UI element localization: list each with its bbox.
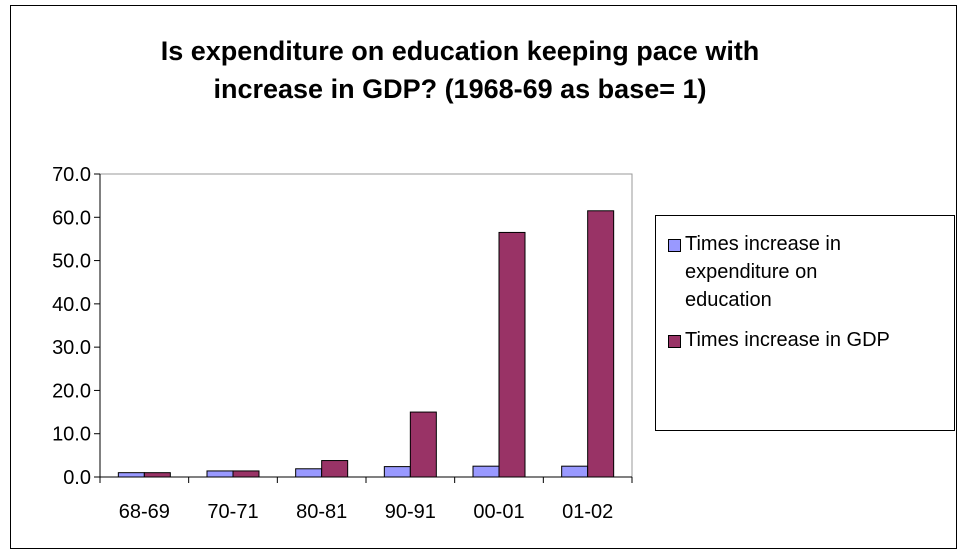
bar-expenditure bbox=[561, 465, 589, 478]
bar-expenditure bbox=[472, 465, 500, 478]
bar-gdp bbox=[498, 231, 526, 478]
y-tick-label: 40.0 bbox=[52, 294, 91, 316]
y-tick-label: 20.0 bbox=[52, 380, 91, 402]
x-tick-label: 80-81 bbox=[296, 501, 347, 523]
legend-item-gdp: Times increase in GDP bbox=[668, 326, 890, 354]
bar-expenditure bbox=[295, 468, 323, 478]
bar-gdp bbox=[232, 470, 260, 478]
y-tick-label: 60.0 bbox=[52, 207, 91, 229]
legend-label-expenditure-line-2: expenditure on bbox=[685, 261, 818, 283]
legend-label-gdp: Times increase in GDP bbox=[685, 329, 890, 351]
legend: Times increase in expenditure on educati… bbox=[655, 215, 955, 431]
chart-title: Is expenditure on education keeping pace… bbox=[0, 32, 920, 108]
x-tick-label: 70-71 bbox=[207, 501, 258, 523]
bar-expenditure bbox=[117, 472, 145, 478]
chart-title-line-2: increase in GDP? (1968-69 as base= 1) bbox=[213, 74, 707, 104]
legend-label-expenditure: Times increase in expenditure on educati… bbox=[685, 230, 841, 314]
bar-gdp bbox=[587, 210, 615, 478]
bar-expenditure bbox=[206, 470, 234, 478]
plot-area bbox=[99, 173, 633, 478]
legend-label-expenditure-line-1: Times increase in bbox=[685, 233, 841, 255]
bar-gdp bbox=[143, 472, 171, 478]
legend-swatch-expenditure bbox=[668, 239, 681, 252]
legend-item-expenditure: Times increase in expenditure on educati… bbox=[668, 230, 841, 314]
y-tick-label: 50.0 bbox=[52, 251, 91, 273]
x-tick-label: 68-69 bbox=[119, 501, 170, 523]
legend-swatch-gdp bbox=[668, 335, 681, 348]
bar-gdp bbox=[321, 460, 349, 478]
x-tick-label: 90-91 bbox=[385, 501, 436, 523]
y-tick-label: 0.0 bbox=[63, 467, 91, 489]
x-tick-label: 01-02 bbox=[562, 501, 613, 523]
bar-expenditure bbox=[383, 466, 411, 478]
x-tick-label: 00-01 bbox=[473, 501, 524, 523]
bar-gdp bbox=[409, 411, 437, 478]
legend-label-expenditure-line-3: education bbox=[685, 289, 772, 311]
chart-title-line-1: Is expenditure on education keeping pace… bbox=[160, 36, 760, 66]
y-tick-label: 30.0 bbox=[52, 337, 91, 359]
y-tick-label: 10.0 bbox=[52, 424, 91, 446]
y-tick-label: 70.0 bbox=[52, 164, 91, 186]
